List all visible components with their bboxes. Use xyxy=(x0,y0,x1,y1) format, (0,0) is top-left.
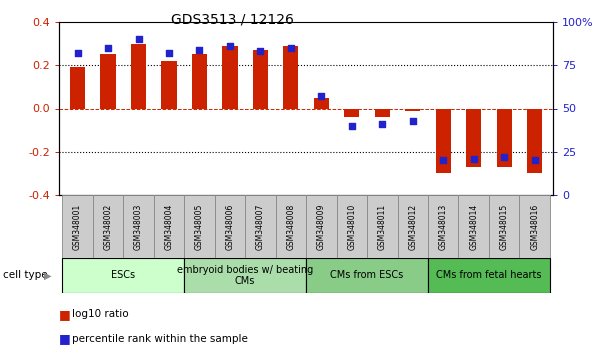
Point xyxy=(469,156,478,161)
Bar xyxy=(436,108,451,173)
Bar xyxy=(466,108,481,167)
Text: GSM348012: GSM348012 xyxy=(408,204,417,250)
Point xyxy=(347,123,357,129)
Text: GSM348005: GSM348005 xyxy=(195,203,204,250)
Bar xyxy=(100,55,115,108)
Point xyxy=(530,158,540,163)
Bar xyxy=(192,55,207,108)
Bar xyxy=(284,46,299,108)
Bar xyxy=(428,258,550,293)
Bar xyxy=(70,67,85,108)
Bar xyxy=(398,195,428,258)
Bar xyxy=(93,195,123,258)
Bar xyxy=(405,108,420,111)
Point xyxy=(73,50,82,56)
Text: CMs from ESCs: CMs from ESCs xyxy=(331,270,404,280)
Text: GSM348008: GSM348008 xyxy=(287,204,295,250)
Text: GSM348009: GSM348009 xyxy=(317,203,326,250)
Text: GSM348002: GSM348002 xyxy=(103,204,112,250)
Bar xyxy=(184,195,214,258)
Text: ESCs: ESCs xyxy=(111,270,135,280)
Bar xyxy=(375,108,390,117)
Bar xyxy=(253,50,268,108)
Text: ■: ■ xyxy=(59,332,71,346)
Bar xyxy=(222,46,238,108)
Text: CMs from fetal hearts: CMs from fetal hearts xyxy=(436,270,542,280)
Bar xyxy=(62,258,184,293)
Bar xyxy=(497,108,512,167)
Text: GSM348016: GSM348016 xyxy=(530,204,539,250)
Bar xyxy=(131,44,146,108)
Bar xyxy=(306,258,428,293)
Bar xyxy=(313,98,329,108)
Text: log10 ratio: log10 ratio xyxy=(72,309,129,319)
Point xyxy=(408,118,418,124)
Bar xyxy=(214,195,245,258)
Point xyxy=(164,50,174,56)
Point xyxy=(499,154,509,160)
Point xyxy=(103,45,113,51)
Text: GSM348007: GSM348007 xyxy=(256,203,265,250)
Bar xyxy=(519,195,550,258)
Text: GSM348004: GSM348004 xyxy=(164,203,174,250)
Point xyxy=(194,47,204,52)
Bar xyxy=(337,195,367,258)
Point xyxy=(134,36,144,42)
Bar xyxy=(161,61,177,108)
Bar xyxy=(367,195,398,258)
Text: GSM348001: GSM348001 xyxy=(73,204,82,250)
Point xyxy=(225,44,235,49)
Bar xyxy=(527,108,543,173)
Text: embryoid bodies w/ beating
CMs: embryoid bodies w/ beating CMs xyxy=(177,265,313,286)
Bar xyxy=(123,195,154,258)
Text: GSM348010: GSM348010 xyxy=(347,204,356,250)
Text: GSM348006: GSM348006 xyxy=(225,203,235,250)
Point xyxy=(286,45,296,51)
Point xyxy=(316,93,326,99)
Bar xyxy=(62,195,93,258)
Bar xyxy=(489,195,519,258)
Bar xyxy=(184,258,306,293)
Point xyxy=(438,158,448,163)
Bar xyxy=(306,195,337,258)
Bar xyxy=(276,195,306,258)
Text: percentile rank within the sample: percentile rank within the sample xyxy=(72,334,248,344)
Text: ■: ■ xyxy=(59,308,71,321)
Text: GSM348015: GSM348015 xyxy=(500,204,509,250)
Text: GSM348014: GSM348014 xyxy=(469,204,478,250)
Text: GSM348013: GSM348013 xyxy=(439,204,448,250)
Bar xyxy=(428,195,458,258)
Text: GDS3513 / 12126: GDS3513 / 12126 xyxy=(170,12,294,27)
Text: ▶: ▶ xyxy=(44,270,51,280)
Point xyxy=(378,121,387,127)
Bar xyxy=(344,108,359,117)
Text: GSM348011: GSM348011 xyxy=(378,204,387,250)
Text: GSM348003: GSM348003 xyxy=(134,203,143,250)
Bar xyxy=(154,195,184,258)
Bar xyxy=(245,195,276,258)
Point xyxy=(255,48,265,54)
Text: cell type: cell type xyxy=(3,270,48,280)
Bar xyxy=(458,195,489,258)
